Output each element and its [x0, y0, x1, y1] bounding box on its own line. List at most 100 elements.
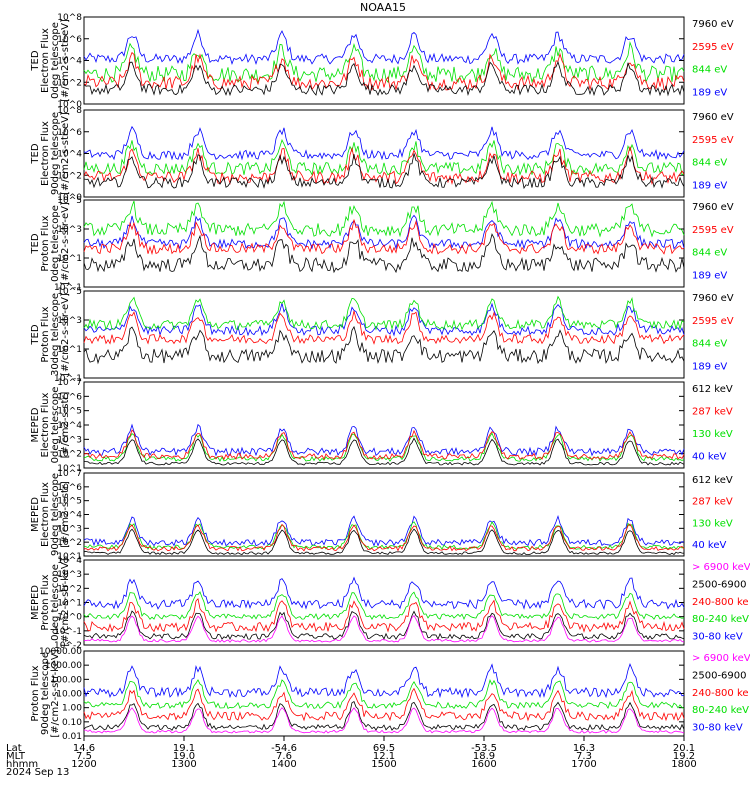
y-tick-label: 10^3 — [57, 225, 82, 235]
series-red — [83, 51, 685, 91]
series-blue — [83, 302, 685, 337]
y-axis-label: 0deg telescope — [50, 205, 61, 282]
y-axis-label: Proton Flux — [40, 574, 51, 630]
y-tick-label: 10^0 — [57, 613, 82, 623]
y-tick-label: 10^0 — [57, 100, 82, 110]
series-magenta — [84, 707, 685, 734]
panel-3: 10^-1 10^1 10^3 10^5 TED Proton Flux 0deg tele… — [30, 196, 734, 293]
y-axis-label: Electron Flux — [40, 121, 51, 186]
legend-entry: 30-80 keV — [692, 632, 743, 643]
y-tick-label: 10^5 — [57, 196, 82, 206]
y-tick-label: 10^1 — [57, 552, 82, 562]
series-green — [83, 295, 685, 331]
y-tick-label: 10^5 — [57, 497, 82, 507]
y-tick-label: 10^6 — [57, 35, 82, 45]
y-tick-label: 10^2 — [57, 171, 82, 181]
legend-entry: > 6900 keV — [692, 653, 750, 664]
y-tick-label: 10^3 — [57, 435, 82, 445]
footer-mlt: 19.0 — [173, 751, 195, 762]
plot-title: NOAA15 — [360, 1, 406, 14]
y-axis-label: TED — [30, 233, 41, 254]
legend-entry: 130 keV — [692, 429, 733, 440]
series-green — [83, 200, 685, 238]
y-tick-label: 0.10 — [62, 718, 82, 728]
y-axis-label: [#/cm2-s-str-keV] — [50, 649, 61, 737]
panel-5: 10^1 10^2 10^3 10^4 10^5 10^6 10^7 MEPED Electro… — [30, 378, 733, 474]
legend-entry: 189 eV — [692, 361, 727, 372]
y-tick-label: 10^2 — [57, 78, 82, 88]
y-tick-label: 10000.00 — [39, 647, 82, 657]
legend-entry: 2500-6900 — [692, 670, 747, 681]
y-tick-label: 10^4 — [57, 511, 82, 521]
series-black — [83, 701, 685, 731]
footer-hhmm: 1300 — [171, 759, 196, 770]
legend-entry: 2500-6900 — [692, 579, 747, 590]
legend-entry: 7960 eV — [692, 112, 734, 123]
legend-entry: 844 eV — [692, 339, 727, 350]
series-black — [83, 60, 685, 97]
y-axis-label: TED — [30, 143, 41, 164]
footer-row-label: MLT — [6, 751, 26, 762]
legend-entry: 30-80 keV — [692, 723, 743, 734]
footer-mlt: 7.3 — [576, 751, 592, 762]
y-tick-label: 100.00 — [51, 675, 83, 685]
y-axis-label: TED — [30, 50, 41, 71]
y-axis-label: Proton Flux — [40, 306, 51, 362]
legend-entry: 612 keV — [692, 384, 733, 395]
legend-entry: 844 eV — [692, 248, 727, 259]
footer-row-label: Lat — [6, 743, 22, 754]
y-tick-label: 10^3 — [57, 524, 82, 534]
panel-frame — [83, 290, 685, 379]
y-axis-label: Proton Flux — [40, 215, 51, 271]
y-axis-label: Electron Flux — [40, 28, 51, 93]
footer-lat: 20.1 — [673, 743, 695, 754]
legend-entry: 189 eV — [692, 87, 727, 98]
y-axis-label: 0deg telescope — [50, 564, 61, 641]
y-tick-label: 10^1 — [57, 254, 82, 264]
y-tick-label: 10^1 — [57, 464, 82, 474]
y-axis-label: [#/cm2-s-str-eV] — [60, 19, 71, 102]
y-axis-label: [#/cm2-s-str-eV] — [60, 293, 71, 376]
y-tick-label: 1000.00 — [45, 661, 82, 671]
y-tick-label: 10^6 — [57, 128, 82, 138]
y-tick-label: 10^2 — [57, 584, 82, 594]
legend-entry: 612 keV — [692, 475, 733, 486]
series-green — [83, 41, 685, 84]
footer-hhmm: 1800 — [671, 759, 696, 770]
series-red — [83, 219, 685, 256]
legend-entry: 2595 eV — [692, 225, 734, 236]
y-tick-label: 10^8 — [57, 13, 82, 23]
footer-row-label: hhmm — [6, 759, 38, 770]
footer-lat: -53.5 — [471, 743, 497, 754]
y-tick-label: 10^4 — [57, 150, 82, 160]
legend-entry: 844 eV — [692, 65, 727, 76]
footer-hhmm: 1500 — [371, 759, 396, 770]
series-red — [83, 687, 685, 722]
y-tick-label: 10^-1 — [54, 283, 82, 293]
y-axis-label: MEPED — [30, 497, 41, 532]
series-red — [83, 429, 685, 461]
legend-entry: 287 keV — [692, 497, 733, 508]
y-axis-label: 30deg telescope — [50, 293, 61, 376]
footer-mlt: 18.9 — [473, 751, 495, 762]
series-black — [83, 153, 685, 190]
legend-entry: 2595 eV — [692, 42, 734, 53]
y-tick-label: 1.00 — [62, 704, 82, 714]
footer-lat: 19.1 — [173, 743, 195, 754]
footer-hhmm: 1400 — [271, 759, 296, 770]
y-axis-label: [#/cm2-s-str-keV] — [60, 558, 71, 646]
footer-lat: -54.6 — [271, 743, 297, 754]
y-axis-label: Electron Flux — [40, 482, 51, 547]
series-black — [83, 325, 685, 365]
footer-hhmm: 1600 — [471, 759, 496, 770]
footer-hhmm: 1700 — [571, 759, 596, 770]
series-blue — [83, 28, 685, 65]
legend-entry: 7960 eV — [692, 202, 734, 213]
y-tick-label: 10^2 — [57, 538, 82, 548]
legend-entry: 40 keV — [692, 452, 726, 463]
panel-4: 10^-1 10^1 10^3 10^5 TED Proton Flux 30deg tel… — [30, 287, 734, 384]
legend-entry: 2595 eV — [692, 316, 734, 327]
y-tick-label: 10.00 — [56, 690, 82, 700]
